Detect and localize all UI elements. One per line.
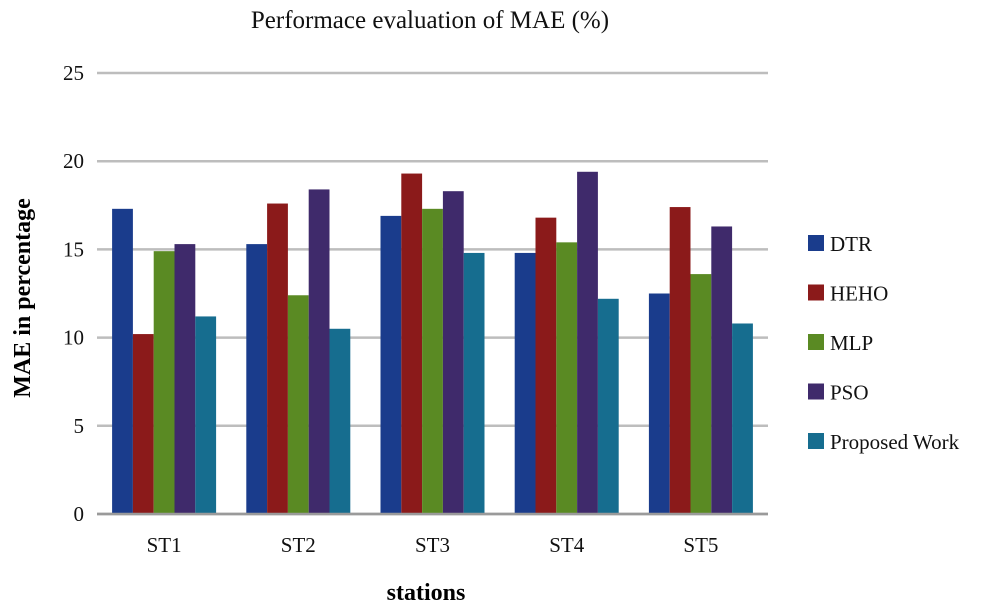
y-tick-label: 20: [63, 149, 84, 173]
y-axis-ticks: 0 5 10 15 20 25: [63, 61, 84, 526]
legend: DTR HEHO MLP PSO Proposed Work: [808, 232, 960, 454]
bar-pso-st5: [711, 226, 733, 514]
legend-label: DTR: [830, 232, 872, 256]
bar-heho-st4: [535, 217, 557, 514]
bar-proposed-work-st4: [597, 298, 619, 514]
bar-pso-st3: [442, 191, 464, 515]
bar-mlp-st4: [556, 242, 578, 514]
legend-label: Proposed Work: [830, 430, 960, 454]
bar-dtr-st3: [380, 215, 402, 514]
bar-proposed-work-st3: [463, 252, 485, 515]
bar-pso-st4: [577, 171, 598, 514]
bar-heho-st2: [267, 203, 288, 514]
legend-label: HEHO: [830, 282, 888, 306]
legend-label: MLP: [830, 331, 873, 355]
bar-dtr-st5: [648, 293, 670, 514]
bar-mlp-st3: [422, 208, 443, 514]
legend-swatch: [808, 235, 824, 251]
x-tick-label: ST3: [415, 533, 450, 557]
y-tick-label: 15: [63, 237, 84, 261]
chart-title: Performace evaluation of MAE (%): [251, 7, 609, 34]
y-tick-label: 10: [63, 326, 84, 350]
x-tick-label: ST2: [281, 533, 316, 557]
x-tick-label: ST5: [683, 533, 718, 557]
y-tick-label: 0: [74, 502, 85, 526]
bar-dtr-st2: [246, 244, 268, 514]
bar-proposed-work-st5: [732, 323, 753, 514]
legend-swatch: [808, 284, 824, 301]
x-axis-title: stations: [387, 580, 466, 606]
x-tick-label: ST4: [549, 533, 585, 557]
bar-dtr-st1: [112, 208, 133, 514]
legend-swatch: [808, 433, 824, 449]
x-tick-label: ST1: [147, 533, 182, 557]
bar-dtr-st4: [514, 252, 536, 515]
bar-heho-st3: [401, 173, 423, 514]
bar-mlp-st2: [287, 295, 309, 514]
y-tick-label: 25: [63, 61, 84, 85]
x-axis-ticks: ST1 ST2 ST3 ST4 ST5: [147, 533, 719, 557]
y-tick-label: 5: [74, 414, 85, 438]
bar-pso-st2: [308, 189, 330, 514]
bar-heho-st5: [669, 207, 691, 514]
legend-swatch: [808, 383, 824, 400]
y-axis-title: MAE in percentage: [10, 198, 36, 398]
legend-label: PSO: [830, 381, 869, 405]
bar-heho-st1: [132, 334, 154, 514]
bars: [97, 171, 768, 516]
bar-pso-st1: [174, 244, 196, 514]
bar-mlp-st1: [153, 251, 175, 514]
legend-swatch: [808, 334, 824, 350]
bar-proposed-work-st2: [329, 328, 351, 514]
bar-proposed-work-st1: [195, 316, 217, 514]
bar-mlp-st5: [690, 274, 712, 514]
